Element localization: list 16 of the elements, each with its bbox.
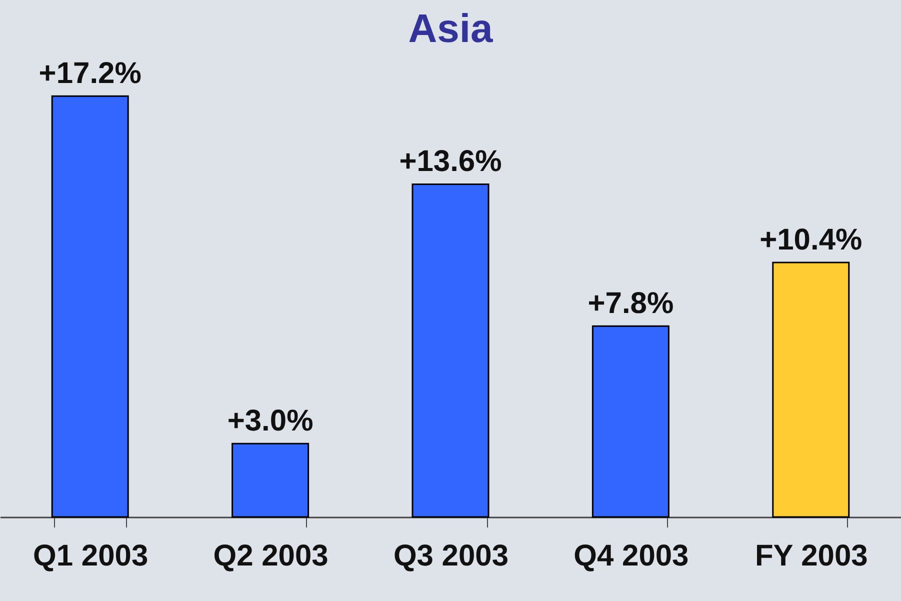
data-label: +3.0% [227,404,314,438]
data-label: +10.4% [760,223,862,256]
data-label: +13.6% [399,145,502,178]
x-tick-label: Q1 2003 [33,540,148,572]
bar [412,183,490,518]
bar [51,95,129,518]
data-label: +17.2% [38,57,142,90]
x-tick-label: FY 2003 [754,540,868,572]
data-label: +7.8% [588,287,674,320]
x-tick-label: Q3 2003 [393,540,509,572]
x-tick-label: Q4 2003 [574,540,689,572]
x-tick-label: Q2 2003 [213,540,328,572]
bar [592,325,670,518]
chart-title: Asia [408,7,494,51]
bar [772,262,850,518]
bar [232,442,310,518]
